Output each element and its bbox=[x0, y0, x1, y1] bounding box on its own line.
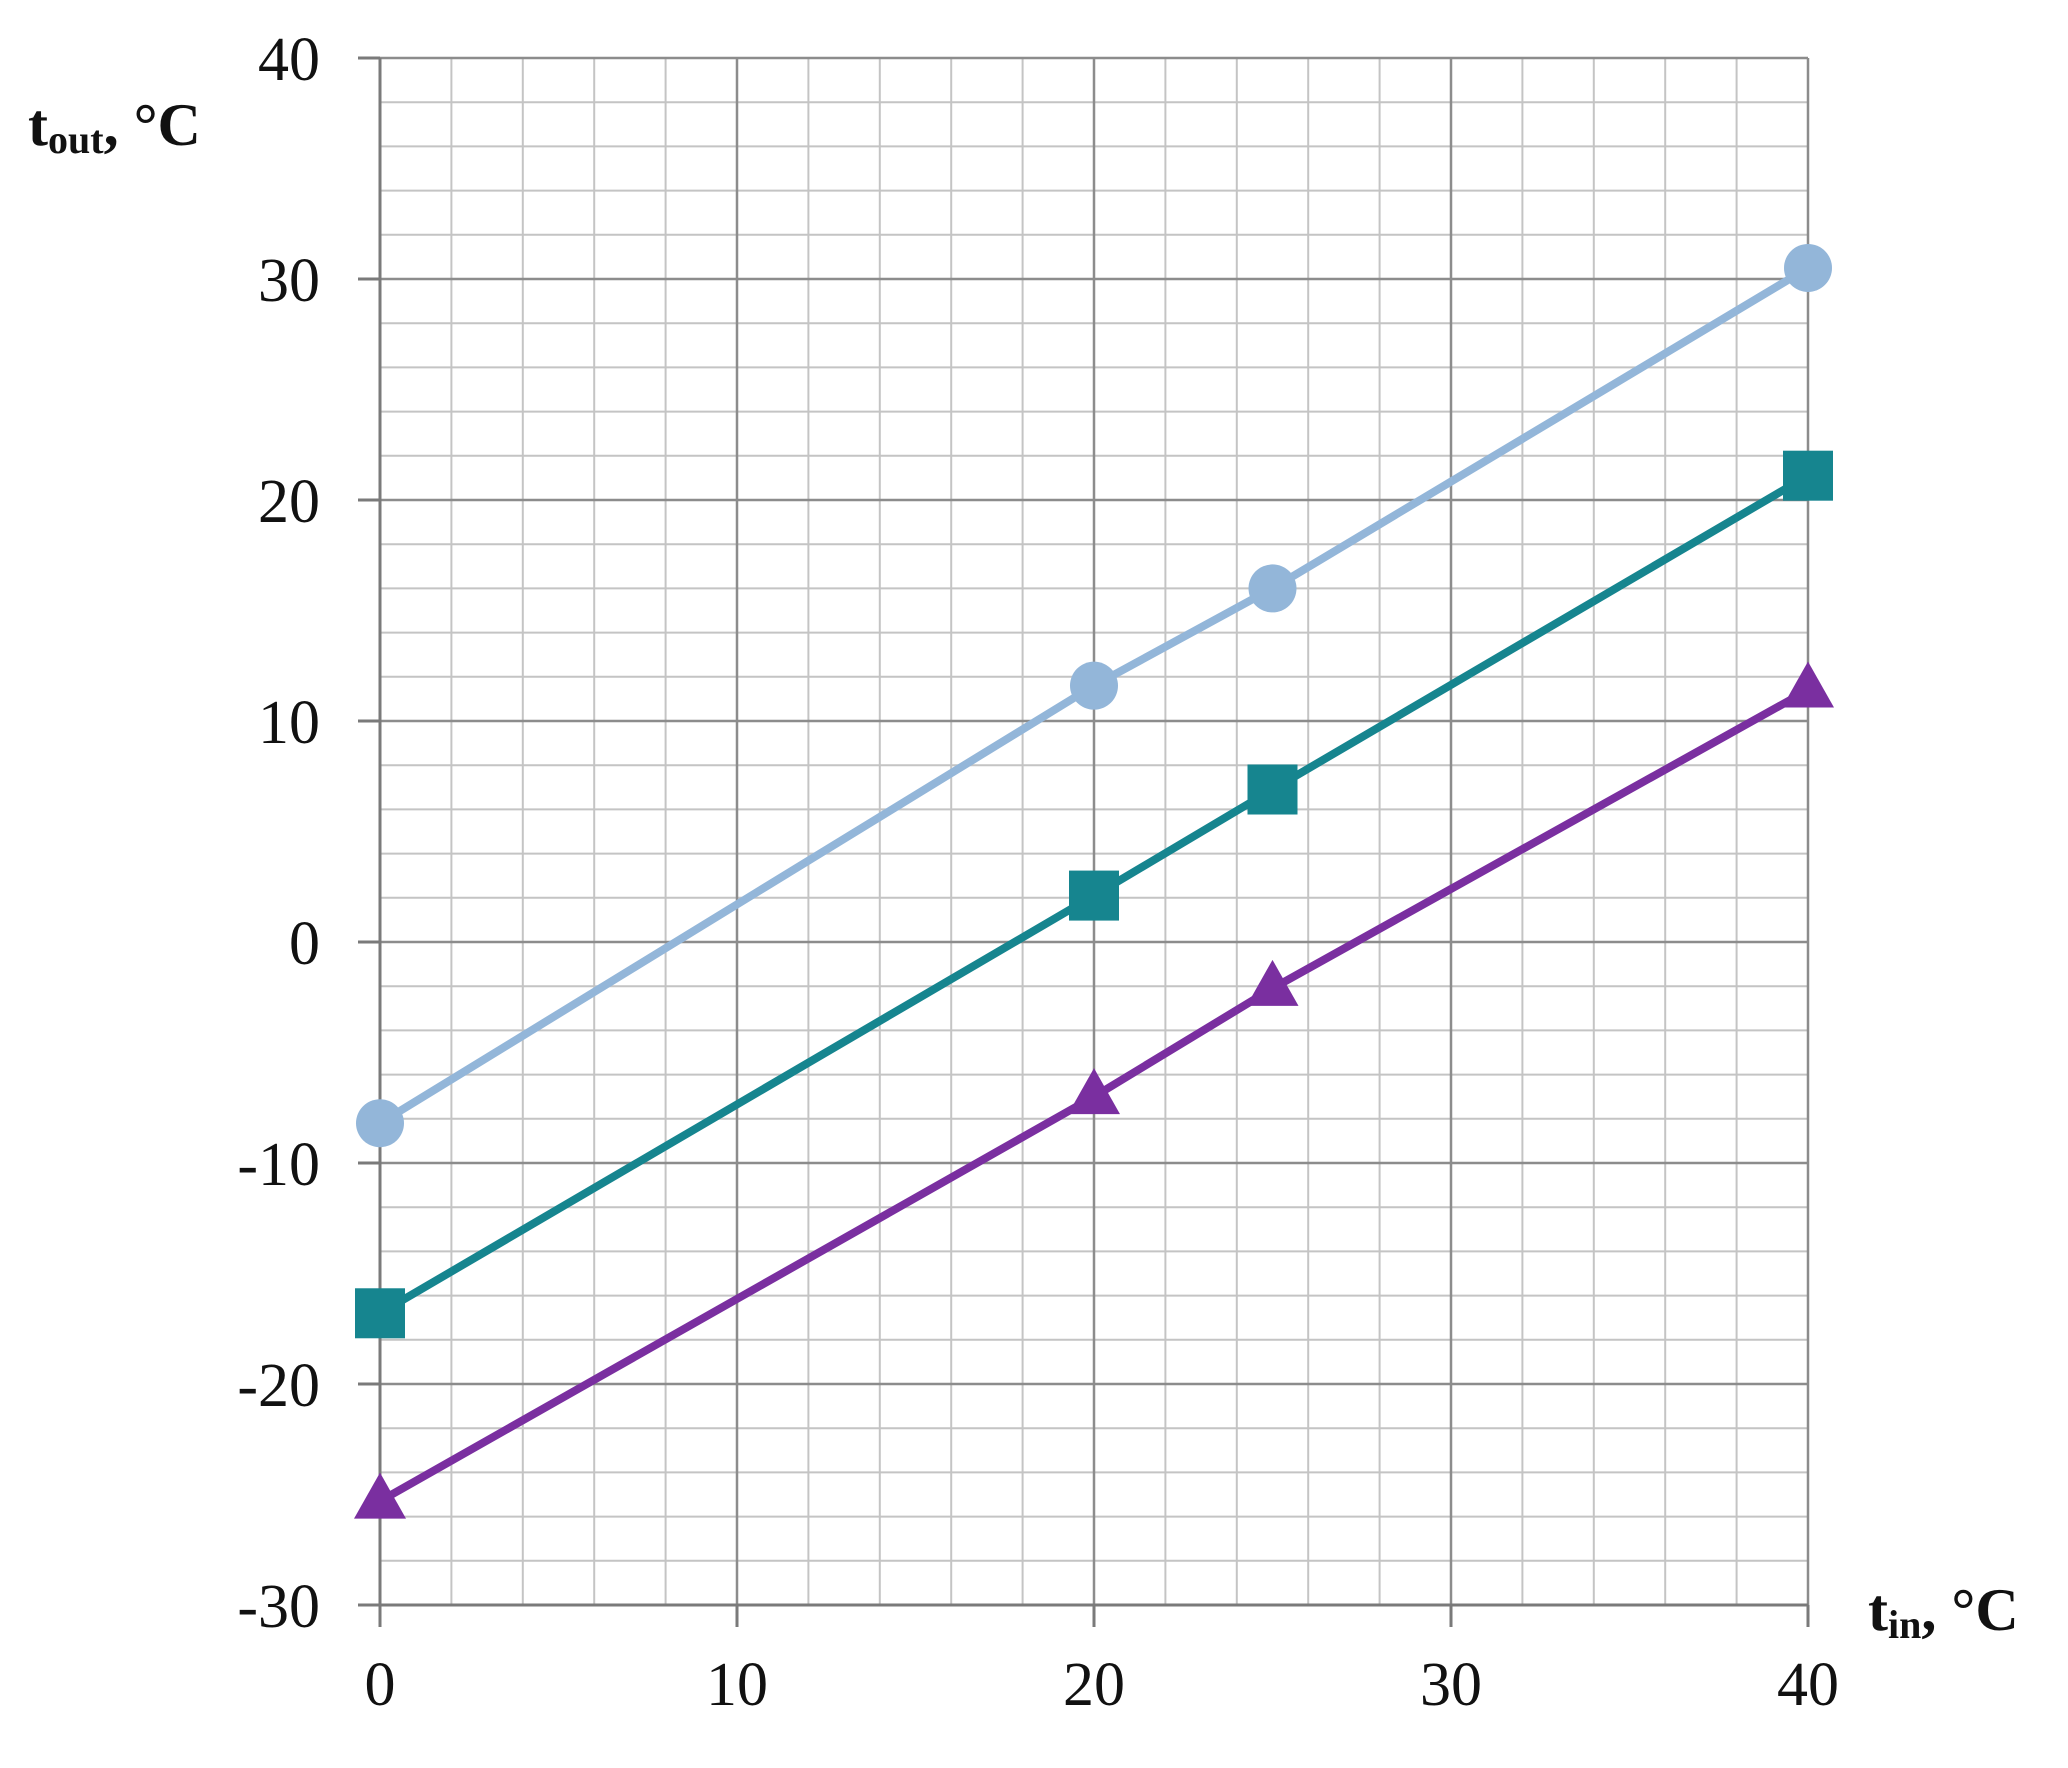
y-tick-label: 40 bbox=[258, 26, 320, 94]
data-point-square bbox=[1069, 870, 1119, 921]
x-axis-title-main: t bbox=[1868, 1577, 1888, 1643]
series-line bbox=[377, 472, 1811, 1317]
series-3 bbox=[354, 661, 1834, 1519]
data-point-square bbox=[1783, 450, 1833, 501]
y-axis-title-main: t bbox=[28, 92, 48, 158]
x-axis-title: tin, °C bbox=[1868, 1577, 2019, 1647]
data-point-square bbox=[355, 1288, 405, 1339]
data-point-triangle bbox=[354, 1472, 406, 1519]
y-tick-label: -10 bbox=[237, 1131, 320, 1199]
data-point-square bbox=[1247, 764, 1298, 815]
data-point-circle bbox=[1248, 564, 1297, 613]
data-point-triangle bbox=[1782, 661, 1834, 708]
series-layer bbox=[354, 243, 1834, 1519]
x-tick-label: 40 bbox=[1777, 1651, 1839, 1719]
y-tick-label: 10 bbox=[258, 689, 320, 757]
data-point-circle bbox=[1070, 661, 1118, 710]
series-line bbox=[378, 686, 1810, 1505]
y-tick-label: 20 bbox=[258, 468, 320, 536]
x-axis-title-sub: in bbox=[1888, 1602, 1921, 1647]
y-axis-title: tout, °C bbox=[28, 92, 201, 162]
data-point-triangle bbox=[1068, 1068, 1120, 1115]
y-axis-title-unit: , °C bbox=[104, 92, 201, 158]
x-tick-label: 10 bbox=[706, 1651, 768, 1719]
x-tick-label: 30 bbox=[1420, 1651, 1482, 1719]
x-tick-label: 20 bbox=[1063, 1651, 1125, 1719]
y-tick-label: 0 bbox=[289, 910, 320, 978]
axes bbox=[358, 56, 1810, 1627]
x-tick-label: 0 bbox=[365, 1651, 396, 1719]
y-tick-label: -30 bbox=[237, 1573, 320, 1641]
series-line bbox=[377, 264, 1811, 1127]
y-axis-title-sub: out bbox=[48, 117, 104, 162]
data-point-circle bbox=[1784, 243, 1832, 292]
y-tick-label: -20 bbox=[237, 1352, 320, 1420]
series-1 bbox=[356, 243, 1832, 1148]
x-axis-title-unit: , °C bbox=[1921, 1577, 2018, 1643]
series-2 bbox=[355, 450, 1833, 1339]
data-point-triangle bbox=[1246, 959, 1299, 1006]
data-point-circle bbox=[356, 1099, 404, 1148]
y-tick-label: 30 bbox=[258, 247, 320, 315]
tick-labels: -30 -20 -10 0 10 20 30 40 0 10 20 30 40 bbox=[237, 26, 1839, 1719]
